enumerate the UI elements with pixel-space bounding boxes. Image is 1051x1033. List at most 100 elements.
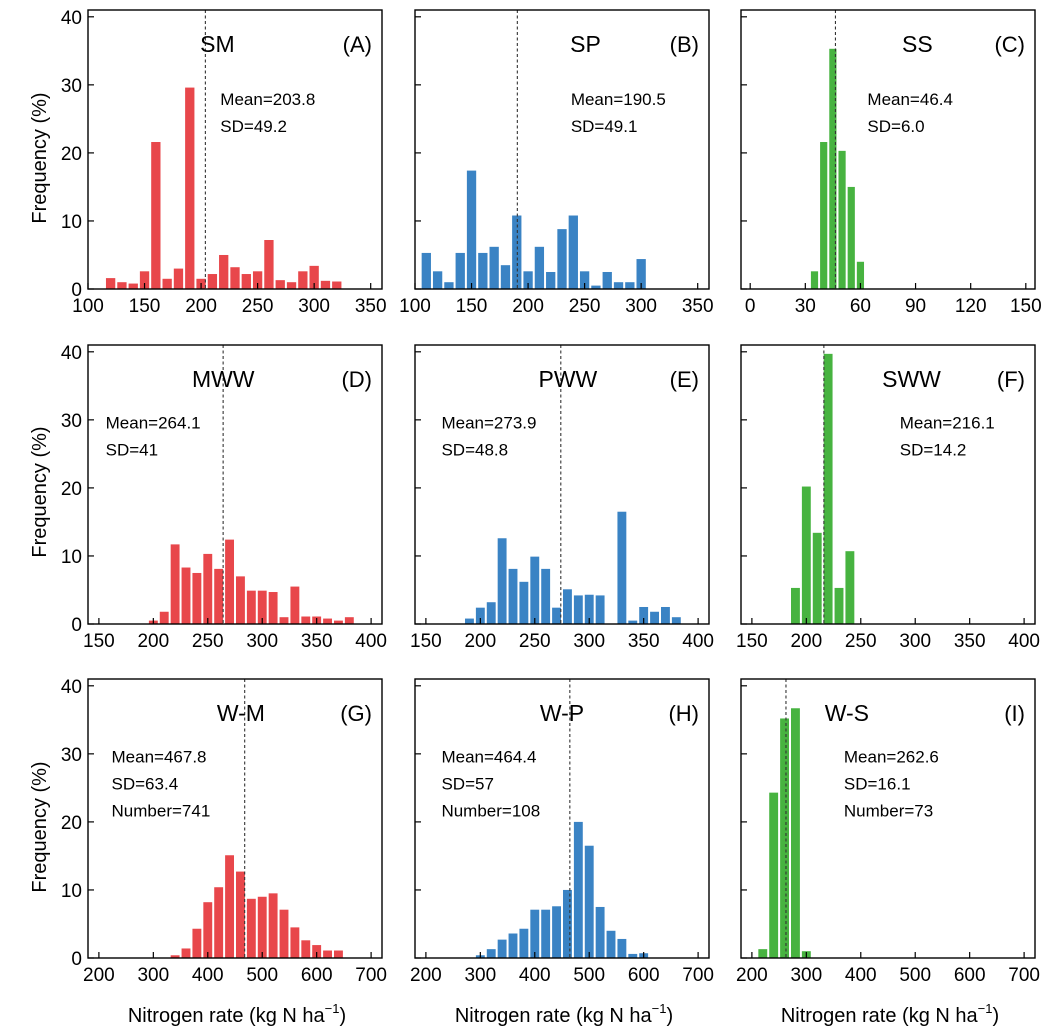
x-tick-label: 300 <box>137 965 169 986</box>
plot-frame <box>740 9 1036 290</box>
histogram-bar <box>323 618 332 624</box>
y-tick-label: 20 <box>61 813 82 834</box>
histogram-bar <box>225 539 234 624</box>
histogram-bar <box>264 240 274 289</box>
x-tick-label: 300 <box>899 631 931 652</box>
histogram-bar <box>236 576 245 624</box>
stat-line: Mean=264.1 <box>106 414 201 433</box>
x-tick-label: 400 <box>355 631 387 652</box>
histogram-bar <box>466 170 477 289</box>
x-axis-label-col-1: Nitrogen rate (kg N ha−1) <box>128 1001 346 1027</box>
histogram-bar <box>489 246 499 289</box>
histogram-bar <box>595 595 605 624</box>
y-tick-label: 10 <box>61 212 82 233</box>
histogram-bar <box>552 906 561 958</box>
x-tick-label: 600 <box>628 965 660 986</box>
x-tick-label: 250 <box>845 631 877 652</box>
histogram-bar <box>584 594 594 624</box>
histogram-bar <box>519 581 529 624</box>
histogram-bar <box>595 906 605 958</box>
histogram-bar <box>847 186 855 289</box>
histogram-bar <box>758 949 768 958</box>
x-tick-label: 700 <box>682 965 714 986</box>
histogram-bar <box>497 538 507 624</box>
x-tick-label: 300 <box>464 965 496 986</box>
histogram-bar <box>508 933 518 958</box>
histogram-bar <box>309 265 319 289</box>
histogram-bar <box>845 551 855 624</box>
stat-line: Number=108 <box>441 802 540 821</box>
histogram-bar <box>105 278 116 289</box>
x-tick-label: 300 <box>790 965 822 986</box>
histogram-bar <box>203 902 213 958</box>
crop-code: SWW <box>882 366 941 392</box>
x-axis-label-text: Nitrogen rate (kg N ha <box>455 1005 653 1027</box>
histogram-bar <box>192 572 202 624</box>
histogram-bar <box>801 486 811 624</box>
histogram-bar <box>573 595 583 624</box>
histogram-bar <box>497 939 507 958</box>
histogram-bar <box>275 280 285 289</box>
histogram-bar <box>279 909 289 958</box>
histogram-bar <box>546 271 556 289</box>
x-axis-label-col-3: Nitrogen rate (kg N ha−1) <box>781 1001 999 1027</box>
y-tick-label: 40 <box>61 8 82 29</box>
stat-line: Mean=273.9 <box>441 414 536 433</box>
x-tick-label: 300 <box>246 631 278 652</box>
histogram-bar <box>769 792 779 958</box>
x-tick-label: 150 <box>129 296 161 317</box>
histogram-bar <box>478 252 488 289</box>
histogram-bar <box>812 532 822 624</box>
x-tick-label: 250 <box>192 631 224 652</box>
histogram-bar <box>820 142 828 289</box>
histogram-bar <box>279 617 289 624</box>
histogram-bar <box>628 620 638 624</box>
histogram-bar <box>563 589 572 624</box>
stat-line: SD=6.0 <box>867 117 924 136</box>
y-tick-label: 40 <box>61 343 82 364</box>
x-axis-label-col-2: Nitrogen rate (kg N ha−1) <box>455 1001 673 1027</box>
stat-line: Mean=190.5 <box>571 90 666 109</box>
x-tick-label: 60 <box>850 296 871 317</box>
histogram-bar <box>838 150 846 289</box>
histogram-bar <box>312 945 322 958</box>
histogram-bar <box>780 718 789 958</box>
y-axis-label-row-3: Frequency (%) <box>29 761 51 892</box>
panel-sp: 100 150 200 250 300 350 SP (B) Mean=190.5 SD=49.1 <box>399 9 714 317</box>
panel-w-p: 200 300 400 500 600 700 W-P (H) Mean=464.4 SD=57 N… <box>410 678 714 986</box>
stat-line: SD=63.4 <box>112 775 179 794</box>
x-axis-label-text: Nitrogen rate (kg N ha <box>128 1005 326 1027</box>
x-tick-label: 300 <box>625 296 657 317</box>
x-tick-label: 600 <box>301 965 333 986</box>
x-tick-label: 250 <box>242 296 274 317</box>
crop-code: W-P <box>540 700 584 726</box>
stat-line: Mean=46.4 <box>867 90 953 109</box>
panel-letter: (A) <box>343 32 372 57</box>
histogram-bar <box>421 252 431 289</box>
histogram-bar <box>334 950 343 958</box>
histogram-bar <box>563 889 572 958</box>
histogram-bar <box>791 708 800 958</box>
x-tick-label: 400 <box>682 631 714 652</box>
x-axis-label-close: ) <box>666 1005 673 1027</box>
x-tick-label: 350 <box>954 631 986 652</box>
plot-frame <box>740 678 1036 959</box>
x-tick-label: 200 <box>464 631 496 652</box>
histogram-bar <box>579 271 590 289</box>
x-tick-label: 200 <box>736 965 768 986</box>
x-axis-label-text: Nitrogen rate (kg N ha <box>781 1005 979 1027</box>
histogram-bar <box>617 511 627 624</box>
histogram-bar <box>170 955 180 958</box>
y-tick-label: 10 <box>61 881 82 902</box>
histogram-bar <box>268 893 278 958</box>
stat-line: Mean=467.8 <box>112 748 207 767</box>
x-tick-label: 150 <box>1010 296 1042 317</box>
x-tick-label: 400 <box>192 965 224 986</box>
histogram-bar <box>181 948 191 958</box>
histogram-bar <box>650 611 659 624</box>
histogram-bar <box>530 556 540 624</box>
plot-frame <box>414 344 710 625</box>
x-tick-label: 150 <box>736 631 768 652</box>
histogram-bar <box>301 940 311 958</box>
histogram-bar <box>636 259 646 289</box>
